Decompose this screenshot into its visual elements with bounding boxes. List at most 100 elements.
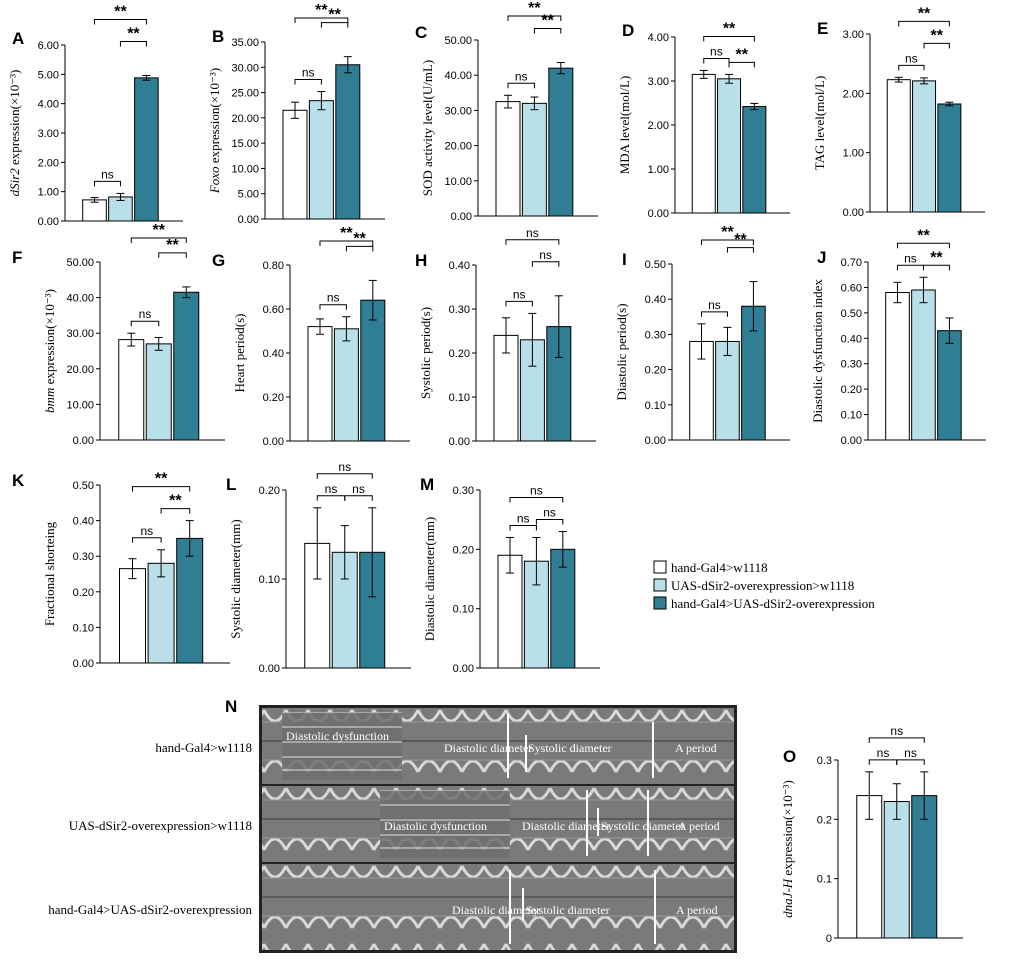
sig-label: **	[528, 0, 541, 17]
y-axis-label-text: expression(×10⁻³)	[7, 70, 22, 169]
y-tick-label: 0.40	[263, 348, 284, 360]
y-tick-label: 0.20	[263, 392, 284, 404]
y-tick-label: 10.00	[444, 176, 472, 188]
bar-1	[82, 199, 107, 222]
y-axis-label-text: SOD activity level(U/mL)	[420, 60, 435, 196]
sig-bracket	[316, 495, 346, 501]
y-axis-label-text: expression(×10⁻³)	[42, 289, 57, 388]
y-tick-label: 0	[826, 933, 832, 945]
y-tick-label: 0.00	[648, 208, 669, 220]
y-tick-label: 0.10	[841, 410, 862, 422]
y-axis-label: Diastolic period(s)	[614, 303, 629, 400]
sig-bracket	[868, 737, 925, 743]
sig-label: ns	[327, 291, 340, 305]
sig-bracket	[531, 261, 560, 267]
bar-3	[550, 548, 576, 669]
y-axis-label: Diastolic diameter(mm)	[422, 517, 437, 642]
sig-label: ns	[530, 484, 543, 498]
y-axis-label-text: TAG level(mol/L)	[812, 76, 827, 171]
sig-bracket	[316, 473, 373, 479]
bar-3	[742, 106, 767, 214]
kymograph-row-1-dysfunction-zone	[282, 712, 402, 780]
kymo-1-diastolic-dysfunction: Diastolic dysfunction	[286, 729, 389, 743]
bar-1	[885, 292, 910, 441]
sig-label: ns	[904, 251, 917, 265]
y-axis-label-text: Systolic period(s)	[418, 307, 433, 399]
sig-label: **	[340, 225, 353, 242]
sig-bracket	[868, 759, 898, 765]
sig-bracket	[897, 264, 924, 271]
y-axis-label-gene: dSir2	[7, 168, 22, 197]
panel-letter-c: C	[415, 23, 427, 42]
y-tick-label: 25.00	[231, 88, 259, 100]
chart-b: B 0.00 5.00 10.00 15.00 20.00 25.00 30.00 35.00 F…	[207, 2, 385, 226]
sig-bracket	[535, 519, 564, 525]
y-tick-label: 4.00	[38, 99, 59, 111]
sig-bracket	[726, 247, 754, 253]
bar-2	[883, 801, 910, 939]
kymo-1-systolic-diameter: Systolic diameter	[528, 741, 612, 755]
sig-label: ns	[325, 482, 338, 496]
panel-letter-j: J	[817, 248, 826, 267]
y-tick-label: 0.50	[73, 480, 94, 492]
legend-label-overexpression: hand-Gal4>UAS-dSir2-overexpression	[671, 596, 875, 611]
sig-label: **	[917, 227, 930, 244]
y-tick-label: 0.60	[841, 282, 862, 294]
sig-label: **	[930, 27, 943, 44]
bar-3	[173, 291, 200, 441]
sig-label: ns	[710, 44, 723, 58]
panel-letter-g: G	[212, 251, 225, 270]
sig-bracket	[533, 28, 562, 34]
panel-letter-f: F	[12, 248, 22, 267]
y-tick-label: 20.00	[66, 364, 94, 376]
y-tick-label: 2.00	[843, 88, 864, 100]
sig-label: ns	[352, 482, 365, 496]
y-tick-label: 0.40	[841, 333, 862, 345]
bar-2	[521, 102, 547, 217]
sig-bracket	[507, 82, 535, 89]
sig-bracket	[294, 79, 322, 85]
panel-letter-i: I	[622, 250, 627, 269]
chart-c: C 0.00 10.00 20.00 30.00 40.00 50.00 SOD activi…	[415, 0, 598, 223]
bar-2	[523, 560, 549, 669]
sig-label: **	[328, 7, 341, 24]
y-axis-label: Fractional shorteing	[42, 521, 57, 626]
y-tick-label: 1.00	[648, 164, 669, 176]
y-tick-label: 0.00	[453, 663, 474, 675]
chart-o: O 0 0.1 0.2 0.3 dnaJ-H expression(×10⁻³) ns nsn…	[780, 724, 963, 945]
y-axis-label-gene: Foxo	[207, 166, 222, 194]
y-tick-label: 0.20	[259, 485, 280, 497]
y-tick-label: 20.00	[231, 113, 259, 125]
y-axis-label-gene: bmm	[42, 388, 57, 413]
sig-bracket	[701, 239, 754, 245]
chart-g: G 0.00 0.20 0.40 0.60 0.80 Heart period(s) ns **…	[212, 225, 410, 448]
chart-j: J 0.00 0.10 0.20 0.30 0.40 0.50 0.60 0.70 Diastol…	[810, 227, 986, 447]
sig-label: ns	[302, 66, 315, 80]
sig-bracket	[94, 19, 147, 25]
sig-label: **	[127, 26, 140, 43]
chart-k: K 0.00 0.10 0.20 0.30 0.40 0.50 Fractional shor…	[12, 471, 230, 670]
kymo-group-label-1: hand-Gal4>w1118	[155, 740, 252, 755]
bar-3	[937, 103, 962, 213]
bar-1	[307, 326, 333, 442]
sig-label: ns	[338, 460, 351, 474]
y-tick-label: 0.00	[73, 435, 94, 447]
y-tick-label: 0.00	[451, 211, 472, 223]
y-tick-label: 3.00	[38, 128, 59, 140]
sig-label: ns	[708, 298, 721, 312]
y-tick-label: 40.00	[66, 293, 94, 305]
kymo-2-diastolic-dysfunction: Diastolic dysfunction	[384, 819, 487, 833]
kymo-3-a-period: A period	[676, 903, 718, 917]
sig-label: ns	[513, 287, 526, 301]
panel-letter-o: O	[783, 747, 796, 766]
sig-bracket	[119, 41, 147, 47]
y-tick-label: 0.00	[843, 207, 864, 219]
y-tick-label: 0.40	[449, 260, 470, 272]
y-tick-label: 35.00	[231, 37, 259, 49]
y-tick-label: 0.30	[73, 551, 94, 563]
y-tick-label: 30.00	[66, 328, 94, 340]
sig-bracket	[319, 304, 347, 310]
bar-3	[546, 326, 572, 442]
